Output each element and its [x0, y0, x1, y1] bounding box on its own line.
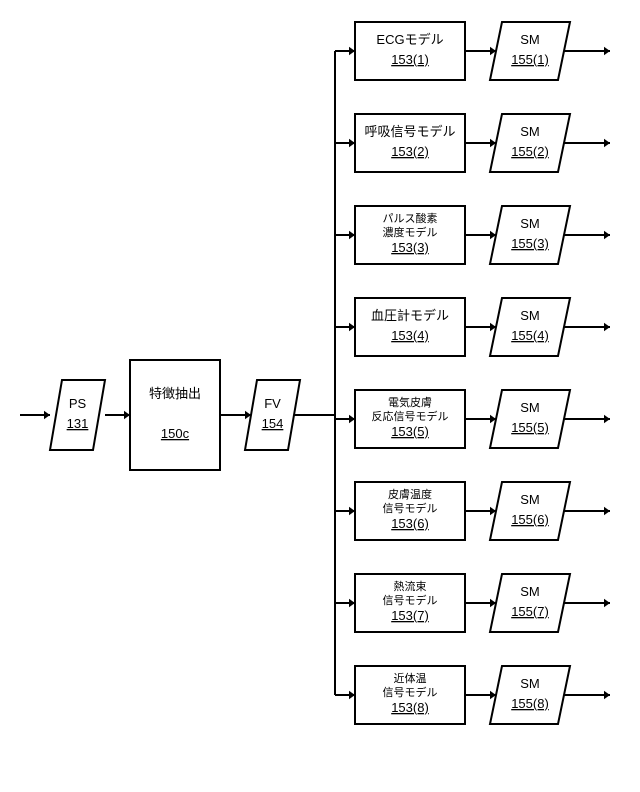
model-label-2-1: 濃度モデル: [383, 225, 438, 239]
sm-node-2: [490, 206, 570, 264]
model-label-4-0: 電気皮膚: [388, 395, 432, 409]
sm-node-1: [490, 114, 570, 172]
arrow-out-7-head: [604, 691, 610, 699]
arrow-out-5-head: [604, 507, 610, 515]
ps-label: PS: [69, 396, 87, 411]
flowchart-diagram: PS 131 特徴抽出 150c FV 154 ECGモデル 153(1) SM 155(1) 呼吸…: [0, 0, 640, 792]
sm-label-3: SM: [520, 308, 540, 323]
sm-label-4: SM: [520, 400, 540, 415]
sm-node-0: [490, 22, 570, 80]
arrow-out-3-head: [604, 323, 610, 331]
model-ref-7: 153(8): [391, 700, 429, 715]
feature-ref: 150c: [161, 426, 190, 441]
fv-ref: 154: [262, 416, 284, 431]
model-ref-1: 153(2): [391, 144, 429, 159]
model-ref-2: 153(3): [391, 240, 429, 255]
model-label-1: 呼吸信号モデル: [364, 124, 455, 139]
model-label-6-0: 熱流束: [394, 579, 427, 593]
model-node-1: [355, 114, 465, 172]
model-label-4-1: 反応信号モデル: [372, 409, 449, 423]
sm-label-6: SM: [520, 584, 540, 599]
model-label-5-1: 信号モデル: [383, 501, 438, 515]
arrow-out-0-head: [604, 47, 610, 55]
sm-label-5: SM: [520, 492, 540, 507]
model-ref-4: 153(5): [391, 424, 429, 439]
sm-node-5: [490, 482, 570, 540]
model-ref-3: 153(4): [391, 328, 429, 343]
model-label-5-0: 皮膚温度: [388, 487, 432, 501]
sm-label-7: SM: [520, 676, 540, 691]
sm-ref-3: 155(4): [511, 328, 549, 343]
sm-ref-1: 155(2): [511, 144, 549, 159]
sm-ref-7: 155(8): [511, 696, 549, 711]
model-label-3: 血圧計モデル: [371, 308, 449, 323]
model-ref-6: 153(7): [391, 608, 429, 623]
model-label-7-1: 信号モデル: [383, 685, 438, 699]
sm-ref-0: 155(1): [511, 52, 549, 67]
sm-node-3: [490, 298, 570, 356]
arrow-out-4-head: [604, 415, 610, 423]
model-node-0: [355, 22, 465, 80]
sm-label-0: SM: [520, 32, 540, 47]
ps-node: [50, 380, 105, 450]
model-label-6-1: 信号モデル: [383, 593, 438, 607]
feature-label: 特徴抽出: [149, 386, 201, 401]
arrow-in-ps-head: [44, 411, 50, 419]
model-label-0: ECGモデル: [376, 32, 443, 47]
feature-node: [130, 360, 220, 470]
fv-node: [245, 380, 300, 450]
sm-ref-2: 155(3): [511, 236, 549, 251]
model-ref-5: 153(6): [391, 516, 429, 531]
model-label-2-0: パルス酸素: [383, 211, 438, 225]
arrow-out-2-head: [604, 231, 610, 239]
sm-ref-4: 155(5): [511, 420, 549, 435]
sm-node-6: [490, 574, 570, 632]
sm-node-7: [490, 666, 570, 724]
sm-label-1: SM: [520, 124, 540, 139]
arrow-out-1-head: [604, 139, 610, 147]
model-ref-0: 153(1): [391, 52, 429, 67]
arrow-out-6-head: [604, 599, 610, 607]
sm-ref-5: 155(6): [511, 512, 549, 527]
sm-node-4: [490, 390, 570, 448]
sm-label-2: SM: [520, 216, 540, 231]
model-label-7-0: 近体温: [394, 671, 427, 685]
ps-ref: 131: [67, 416, 89, 431]
fv-label: FV: [264, 396, 281, 411]
sm-ref-6: 155(7): [511, 604, 549, 619]
model-node-3: [355, 298, 465, 356]
